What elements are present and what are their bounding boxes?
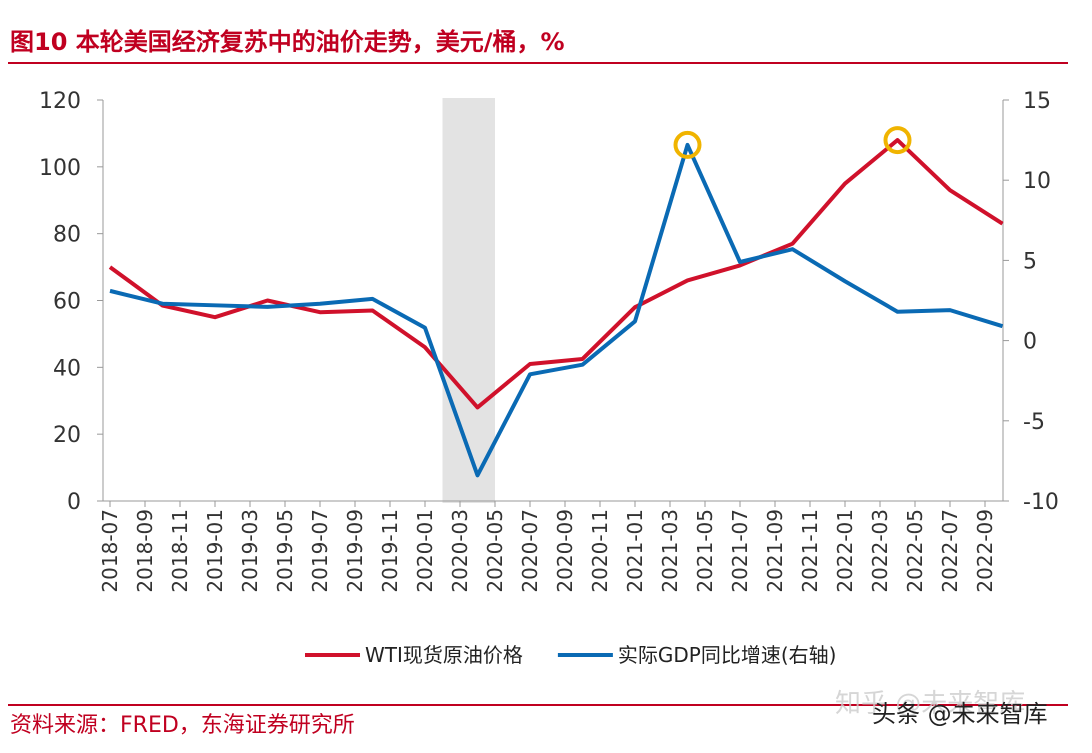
x-tick-label: 2020-09	[553, 509, 577, 593]
source: 资料来源：FRED，东海证券研究所	[10, 713, 355, 738]
y-tick-label: 60	[53, 290, 81, 315]
x-tick-label: 2022-05	[903, 509, 927, 593]
x-tick-label: 2022-07	[938, 509, 962, 593]
x-tick-label: 2020-03	[448, 509, 472, 593]
x-tick-label: 2020-01	[413, 509, 437, 593]
x-tick-label: 2018-07	[98, 509, 122, 593]
x-tick-label: 2021-11	[798, 509, 822, 593]
series-line	[108, 138, 1004, 410]
y-tick-label: 80	[53, 223, 81, 248]
y2-tick-label: -5	[1023, 410, 1045, 435]
highlight-ring	[883, 126, 912, 155]
x-tick-label: 2020-07	[518, 509, 542, 593]
y-tick-label: 120	[39, 89, 81, 114]
legend-label: 实际GDP同比增速(右轴)	[618, 643, 837, 667]
y2-tick-label: 15	[1023, 89, 1051, 114]
y-tick-label: 100	[39, 156, 81, 181]
y-tick-label: 20	[53, 423, 81, 448]
y2-tick-label: 0	[1023, 330, 1037, 355]
x-tick-label: 2022-09	[973, 509, 997, 593]
legend-label: WTI现货原油价格	[365, 643, 523, 667]
x-tick-label: 2021-03	[658, 509, 682, 593]
x-tick-label: 2019-03	[238, 509, 262, 593]
watermark: 知乎 @未来智库	[835, 689, 1025, 719]
x-tick-label: 2022-01	[833, 509, 857, 593]
x-tick-label: 2018-09	[133, 509, 157, 593]
x-tick-label: 2021-07	[728, 509, 752, 593]
x-tick-label: 2021-05	[693, 509, 717, 593]
x-tick-label: 2019-05	[273, 509, 297, 593]
y-tick-label: 0	[67, 490, 81, 515]
x-tick-label: 2018-11	[168, 509, 192, 593]
x-tick-label: 2020-05	[483, 509, 507, 593]
shaded-period	[442, 98, 495, 503]
x-tick-label: 2019-01	[203, 509, 227, 593]
y-tick-label: 40	[53, 356, 81, 381]
chart-title: 图10 本轮美国经济复苏中的油价走势，美元/桶，%	[10, 28, 565, 56]
x-tick-label: 2020-11	[588, 509, 612, 593]
x-tick-label: 2021-01	[623, 509, 647, 593]
series-line	[109, 142, 1004, 478]
watermark: 头条 @未来智库	[872, 700, 1048, 728]
y2-tick-label: 10	[1023, 169, 1051, 194]
y2-tick-label: 5	[1023, 249, 1037, 274]
x-tick-label: 2019-09	[343, 509, 367, 593]
highlight-ring	[673, 130, 702, 159]
x-tick-label: 2022-03	[868, 509, 892, 593]
x-tick-label: 2019-07	[308, 509, 332, 593]
x-tick-label: 2019-11	[378, 509, 402, 593]
x-tick-label: 2021-09	[763, 509, 787, 593]
y2-tick-label: -10	[1023, 490, 1059, 515]
